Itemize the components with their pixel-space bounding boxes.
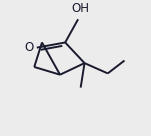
Text: O: O: [24, 41, 34, 54]
Text: OH: OH: [72, 2, 90, 15]
